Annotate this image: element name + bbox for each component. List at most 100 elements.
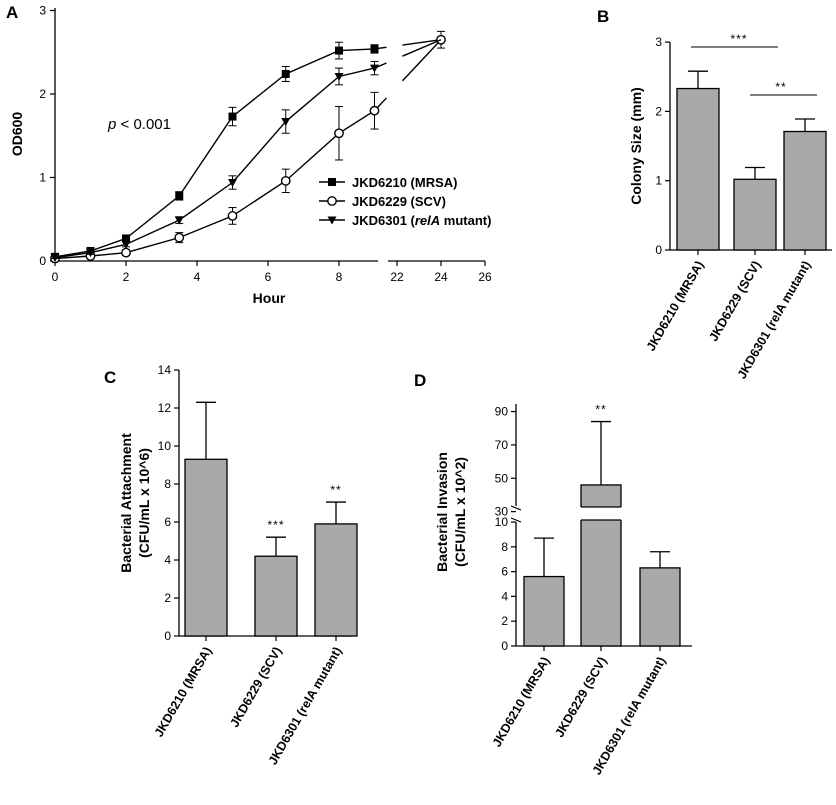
circle-marker [280,175,291,186]
x-tick-label: 26 [478,270,492,284]
significance-label: *** [730,32,747,46]
y-tick-label: 10 [158,439,172,453]
triangle-marker [121,240,131,249]
category-label: JKD6229 (SCV) [227,645,284,730]
x-tick-label: 4 [194,270,201,284]
bar [783,130,827,251]
panel-c-y-axis-title-line1: Bacterial Attachment [118,433,134,573]
y-tick-label: 2 [501,614,508,628]
triangle-marker [174,216,184,225]
legend-label: JKD6210 (MRSA) [352,175,457,190]
y-tick-label: 0 [164,629,171,643]
y-tick-label: 2 [655,104,662,118]
circle-marker [174,232,185,243]
y-tick-label: 12 [158,401,172,415]
y-tick-label: 3 [39,4,46,18]
panel-a-y-ticks: 0 1 2 3 [39,4,55,268]
y-tick-label: 2 [164,591,171,605]
panel-b-y-axis-title: Colony Size (mm) [628,87,644,204]
bar [639,567,681,647]
legend-label-part: JKD6229 (SCV) [352,194,446,209]
panel-a-x-ticks: 0 2 4 6 8 22 24 26 [52,261,492,284]
x-tick-label: 2 [123,270,130,284]
series-line [54,110,375,260]
y-tick-label: 0 [501,639,508,653]
x-tick-label: 0 [52,270,59,284]
panel-a-y-axis-title: OD600 [9,112,25,157]
panel-d: D Bacterial Invasion (CFU/mL x 10^2) 0 2 4… [414,371,692,777]
bar [314,523,358,637]
panel-d-y-axis-title-line2: (CFU/mL x 10^2) [452,457,468,567]
circle-marker [334,128,344,139]
triangle-marker [327,216,337,225]
panel-a-series [50,30,446,264]
circle-marker [121,247,131,258]
bar [184,458,228,637]
series-line [54,67,375,259]
break-segment [402,39,442,46]
y-tick-label: 50 [495,471,509,485]
y-tick-label: 0 [655,243,662,257]
panel-b-label: B [597,7,609,26]
y-tick-label: 30 [495,505,509,519]
panel-c: C Bacterial Attachment (CFU/mL x 10^6) 0… [104,363,358,767]
series-circle [50,30,446,264]
triangle-marker [370,64,379,73]
y-tick-label: 2 [39,87,46,101]
square-marker [281,69,290,78]
category-label: JKD6210 (MRSA) [490,655,553,750]
panel-a-x-axis-title: Hour [253,290,286,306]
category-label: JKD6210 (MRSA) [152,645,215,740]
square-marker [370,44,379,53]
y-tick-label: 14 [158,363,172,377]
break-segment [401,39,442,82]
bar [254,555,298,637]
panel-a-p-value: p < 0.001 [107,116,171,133]
panel-b: B Colony Size (mm) 0 1 2 3 JKD6210 (MRSA) JKD… [597,7,832,381]
y-tick-label: 1 [655,174,662,188]
bar [676,87,720,251]
panel-c-label: C [104,368,116,387]
category-label: JKD6229 (SCV) [552,655,609,740]
legend-label: JKD6301 (relA mutant) [352,213,491,228]
bar [733,178,777,251]
axis-break-mark [510,517,522,523]
y-tick-label: 70 [495,438,509,452]
circle-marker [327,196,337,206]
panel-d-y-axis-title-line1: Bacterial Invasion [434,452,450,572]
x-tick-label: 8 [336,270,343,284]
y-tick-label: 8 [501,540,508,554]
x-tick-label: 24 [434,270,448,284]
legend-entry: JKD6229 (SCV) [319,194,446,209]
significance-label: *** [267,518,284,532]
square-marker [122,234,130,243]
triangle-marker [334,72,344,81]
legend-entry: JKD6210 (MRSA) [319,175,457,190]
x-tick-label: 22 [390,270,404,284]
panel-c-y-axis-title-line2: (CFU/mL x 10^6) [136,448,152,558]
y-tick-label: 6 [501,565,508,579]
legend-label-part: mutant) [440,213,491,228]
square-marker [328,178,336,186]
square-marker [228,112,237,121]
series-line [54,48,375,258]
y-tick-label: 8 [164,477,171,491]
y-tick-label: 3 [655,35,662,49]
category-label: JKD6229 (SCV) [706,259,763,344]
series-triangle-down [50,39,442,263]
panel-a-label: A [6,3,18,22]
y-tick-label: 1 [39,171,46,185]
y-tick-label: 90 [495,405,509,419]
significance-label: ** [330,483,341,497]
p-value-rest: < 0.001 [116,116,171,133]
circle-marker [369,105,380,116]
panel-d-label: D [414,371,426,390]
y-tick-label: 4 [164,553,171,567]
triangle-marker [281,118,291,127]
legend-label: JKD6229 (SCV) [352,194,446,209]
